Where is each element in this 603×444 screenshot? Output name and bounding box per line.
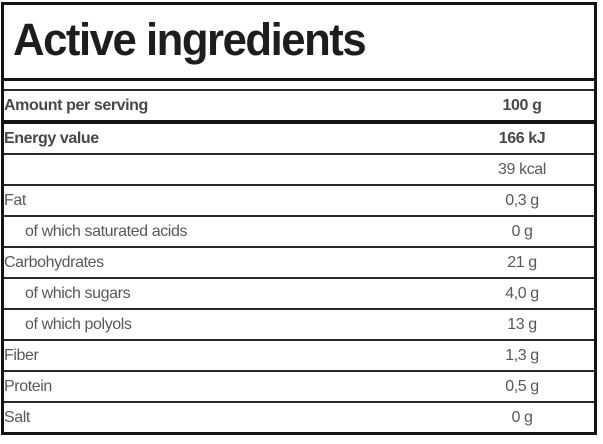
row-value: 0 g	[511, 408, 533, 426]
row-label: Fat	[4, 185, 450, 217]
row-value: 0,5 g	[450, 371, 594, 403]
row-label: Carbohydrates	[4, 247, 450, 279]
row-label: Amount per serving	[4, 91, 450, 124]
page-title: Active ingredients	[13, 14, 367, 65]
row-label: of which sugars	[4, 278, 450, 310]
row-value: 0 g	[450, 216, 594, 248]
row-value: 0,3 g	[450, 185, 594, 217]
table-row-polyols: of which polyols 13 g	[4, 309, 594, 341]
table-row-salt: Salt 0 g	[4, 402, 594, 432]
table-row-fiber: Fiber 1,3 g	[4, 340, 594, 372]
row-value: 100 g	[450, 91, 594, 124]
row-label: Protein	[4, 371, 450, 403]
table-row-saturated-acids: of which saturated acids 0 g	[4, 216, 594, 248]
row-label: of which saturated acids	[4, 216, 450, 248]
row-label: of which polyols	[4, 309, 450, 341]
table-row-carbohydrates: Carbohydrates 21 g	[4, 247, 594, 279]
row-value: 4,0 g	[450, 278, 594, 310]
nutrition-table: Amount per serving 100 g Energy value 16…	[4, 91, 594, 432]
row-label	[4, 154, 450, 186]
table-row-protein: Protein 0,5 g	[4, 371, 594, 403]
row-label: Salt	[4, 408, 30, 426]
row-value: 21 g	[450, 247, 594, 279]
table-row-fat: Fat 0,3 g	[4, 185, 594, 217]
title-box: Active ingredients	[4, 5, 594, 81]
table-row-amount-per-serving: Amount per serving 100 g	[4, 91, 594, 124]
row-label: Fiber	[4, 340, 450, 372]
table-row-energy-value: Energy value 166 kJ	[4, 122, 594, 155]
row-value: 166 kJ	[450, 122, 594, 155]
header-table-divider	[4, 81, 594, 91]
nutrition-sheet: Active ingredients Amount per serving 10…	[1, 2, 597, 435]
row-value: 13 g	[450, 309, 594, 341]
table-row-energy-kcal: 39 kcal	[4, 154, 594, 186]
row-label: Energy value	[4, 122, 450, 155]
table-row-sugars: of which sugars 4,0 g	[4, 278, 594, 310]
row-value: 39 kcal	[450, 154, 594, 186]
row-value: 1,3 g	[450, 340, 594, 372]
